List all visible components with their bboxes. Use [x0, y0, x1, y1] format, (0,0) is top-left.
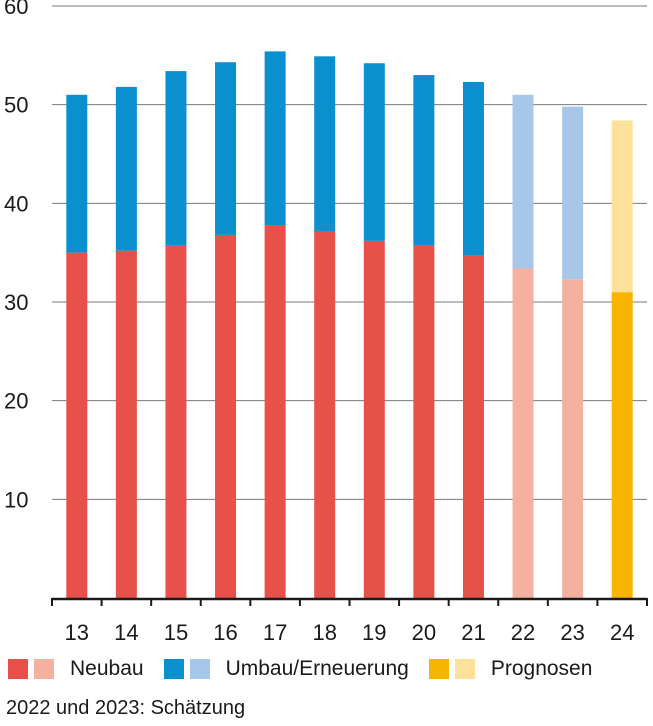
x-tick-label-14: 14: [114, 620, 138, 645]
bars: [66, 51, 633, 599]
legend-swatch-umbau-light: [189, 659, 210, 679]
bar-neubau-21: [462, 255, 484, 599]
legend-item-neubau: Neubau: [8, 657, 144, 681]
bar-neubau-15: [165, 245, 187, 598]
bar-umbau-18: [314, 56, 336, 231]
bar-umbau-21: [462, 81, 484, 256]
y-tick-label-40: 40: [4, 191, 28, 216]
x-tick-label-24: 24: [610, 620, 634, 645]
x-tick-label-18: 18: [312, 620, 336, 645]
bar-umbau-19: [363, 63, 385, 241]
legend-swatch-prognosen-dark: [428, 659, 449, 679]
bar-umbau-23: [562, 106, 584, 280]
bar-umbau-20: [413, 75, 435, 246]
x-tick-label-20: 20: [412, 620, 436, 645]
bar-neubau-20: [413, 245, 435, 598]
y-tick-label-60: 60: [4, 0, 28, 19]
bar-neubau-19: [363, 240, 385, 598]
x-tick-label-22: 22: [511, 620, 535, 645]
gridlines: [52, 5, 647, 500]
legend-swatch-neubau-dark: [8, 659, 28, 679]
legend-label-neubau: Neubau: [70, 657, 144, 680]
x-tick-label-19: 19: [362, 620, 386, 645]
x-axis: [51, 597, 648, 606]
bar-umbau-22: [512, 94, 534, 269]
stacked-bar-chart: 10 20 30 40 50 60 13 14 15 16 17 18 19 20 21 22 23 24: [4, 0, 648, 645]
y-tick-label-20: 20: [4, 389, 28, 414]
bar-neubau-22: [512, 268, 534, 598]
bar-umbau-13: [66, 94, 88, 253]
legend-swatch-neubau-light: [34, 659, 54, 679]
bar-neubau-16: [215, 234, 237, 598]
x-tick-label-13: 13: [65, 620, 89, 645]
x-tick-label-21: 21: [461, 620, 485, 645]
bar-neubau-13: [66, 252, 88, 598]
y-tick-label-10: 10: [4, 487, 28, 512]
y-tick-label-50: 50: [4, 93, 28, 118]
bar-umbau-14: [115, 86, 137, 251]
legend-label-umbau: Umbau/Erneuerung: [225, 657, 409, 680]
x-tick-label-15: 15: [164, 620, 188, 645]
bar-umbau-17: [264, 51, 286, 226]
legend-item-umbau: Umbau/Erneuerung: [163, 657, 409, 681]
y-axis-tick-labels: 10 20 30 40 50 60: [4, 0, 28, 512]
x-tick-label-16: 16: [213, 620, 237, 645]
legend-swatch-umbau-dark: [163, 659, 184, 679]
legend-item-prognosen: Prognosen: [428, 657, 593, 681]
bar-umbau-16: [215, 62, 237, 235]
bar-umbau-15: [165, 71, 187, 246]
y-tick-label-30: 30: [4, 290, 28, 315]
legend-label-prognosen: Prognosen: [490, 657, 593, 680]
bar-neubau-24: [611, 292, 633, 598]
bar-umbau-24: [611, 120, 633, 293]
footnote: 2022 und 2023: Schätzung: [6, 697, 246, 719]
bar-neubau-14: [115, 250, 137, 598]
x-tick-label-17: 17: [263, 620, 287, 645]
x-tick-label-23: 23: [560, 620, 584, 645]
bar-neubau-18: [314, 230, 336, 598]
legend-swatch-prognosen-light: [454, 659, 475, 679]
bar-neubau-23: [562, 279, 584, 598]
bar-neubau-17: [264, 225, 286, 599]
legend: Neubau Umbau/Erneuerung Prognosen: [8, 654, 612, 684]
x-axis-tick-labels: 13 14 15 16 17 18 19 20 21 22 23 24: [65, 620, 635, 645]
